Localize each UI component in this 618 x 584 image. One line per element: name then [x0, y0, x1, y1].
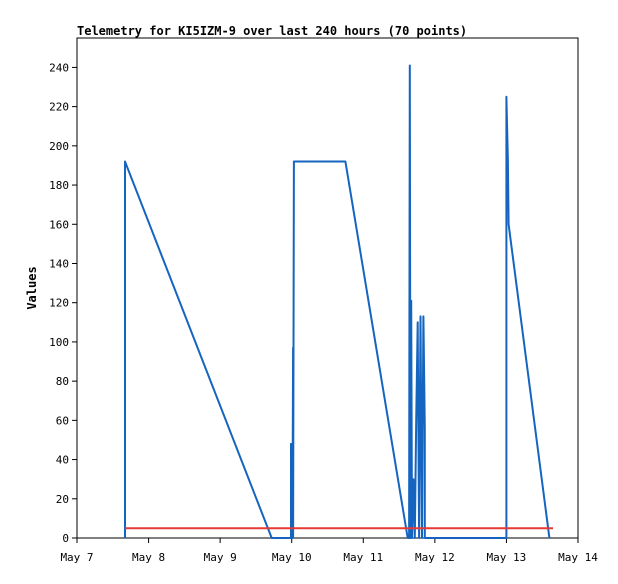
y-tick-label: 240 — [49, 61, 69, 74]
y-tick-label: 180 — [49, 179, 69, 192]
y-tick-label: 80 — [56, 375, 69, 388]
x-tick-label: May 12 — [415, 551, 455, 564]
y-tick-label: 20 — [56, 493, 69, 506]
y-tick-label: 100 — [49, 336, 69, 349]
x-tick-label: May 13 — [487, 551, 527, 564]
x-tick-label: May 11 — [343, 551, 383, 564]
x-tick-label: May 14 — [558, 551, 598, 564]
x-tick-label: May 8 — [132, 551, 165, 564]
axis-ticks: 0 20 40 60 80 100 120 140 160 180 200 220 240 May 7 Ma… — [49, 61, 598, 564]
x-tick-label: May 7 — [60, 551, 93, 564]
x-tick-label: May 10 — [272, 551, 312, 564]
y-tick-label: 200 — [49, 140, 69, 153]
y-tick-label: 120 — [49, 297, 69, 310]
y-tick-label: 40 — [56, 454, 69, 467]
y-tick-label: 220 — [49, 101, 69, 114]
y-tick-label: 0 — [62, 532, 69, 545]
x-tick-label: May 9 — [204, 551, 237, 564]
plot-frame — [76, 37, 579, 539]
series-line-0 — [124, 64, 551, 539]
chart-title: Telemetry for KI5IZM-9 over last 240 hou… — [77, 24, 467, 38]
series-layer — [124, 64, 553, 539]
y-tick-label: 160 — [49, 218, 69, 231]
y-tick-label: 60 — [56, 414, 69, 427]
y-axis-label: Values — [25, 266, 39, 309]
y-tick-label: 140 — [49, 257, 69, 270]
